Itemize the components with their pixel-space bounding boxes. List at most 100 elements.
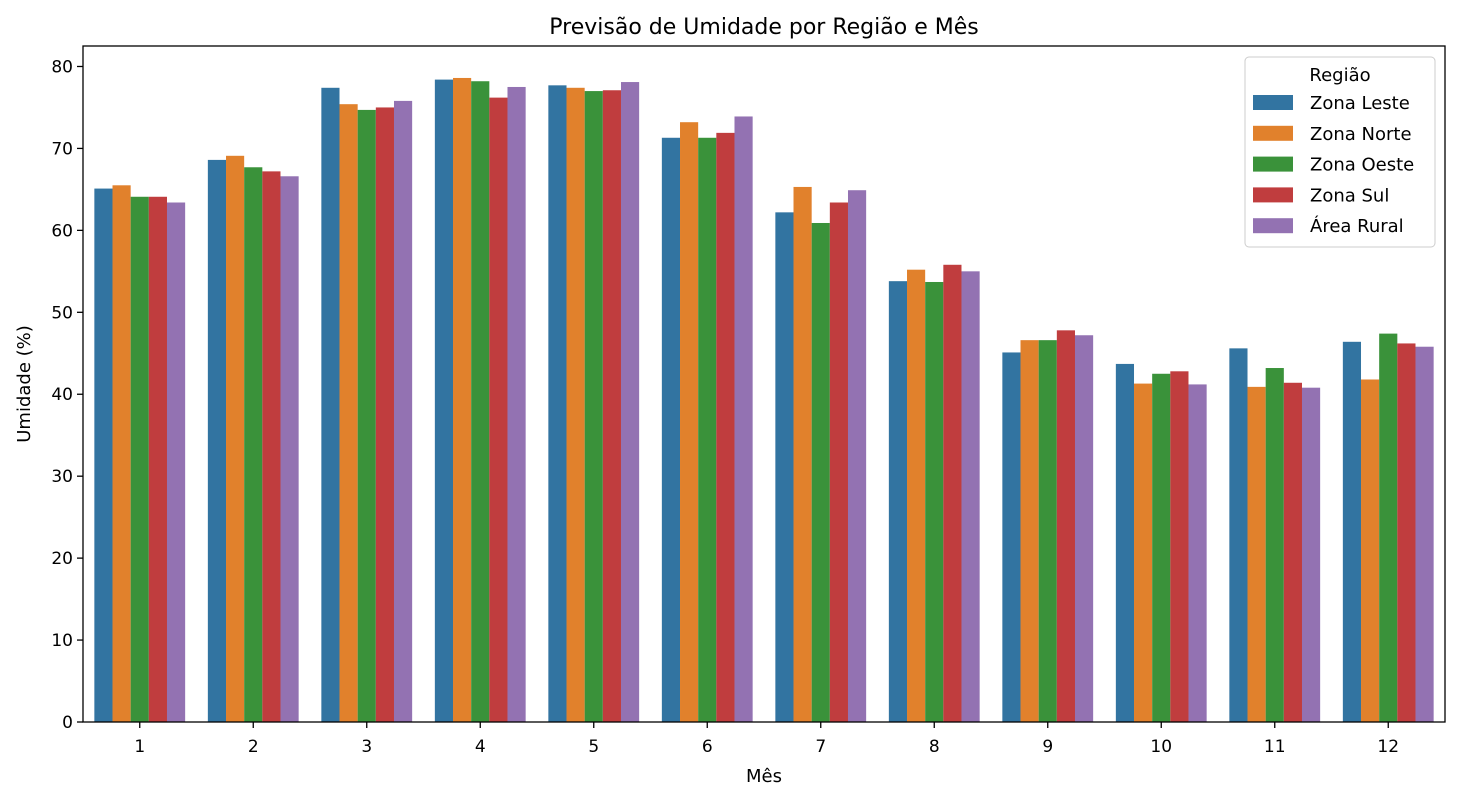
bar: [1397, 343, 1416, 722]
x-tick-label: 4: [475, 737, 486, 757]
bar: [1283, 382, 1302, 722]
bar: [166, 202, 186, 722]
bars-layer: [94, 77, 1434, 723]
bar: [1020, 340, 1039, 722]
bar: [1265, 368, 1284, 722]
y-tick-label: 60: [51, 221, 73, 241]
legend-entry: Zona Leste: [1310, 93, 1410, 114]
bar: [716, 132, 735, 723]
legend-swatch: [1253, 218, 1293, 234]
bar: [375, 107, 394, 722]
legend-swatch: [1253, 156, 1293, 172]
series--rea-rural: [166, 82, 1434, 723]
x-tick-label: 6: [702, 737, 713, 757]
bar: [566, 87, 585, 723]
chart-title: Previsão de Umidade por Região e Mês: [549, 15, 978, 40]
bar: [112, 185, 131, 723]
legend-entry: Área Rural: [1310, 215, 1404, 237]
y-tick-label: 40: [51, 385, 73, 405]
y-axis-label: Umidade (%): [14, 325, 35, 443]
bar: [1002, 352, 1021, 722]
bar: [584, 91, 603, 722]
bar: [207, 159, 227, 722]
y-tick-label: 30: [51, 467, 73, 487]
x-tick-label: 7: [815, 737, 826, 757]
series-zona-leste: [94, 79, 1362, 723]
legend: Região Zona Leste Zona Norte Zona Oeste Zona…: [1244, 56, 1436, 248]
legend-title: Região: [1309, 65, 1370, 86]
x-tick-label: 9: [1042, 737, 1053, 757]
bar: [680, 122, 699, 722]
bar: [339, 104, 358, 723]
series-zona-oeste: [130, 81, 1398, 723]
bar: [130, 196, 149, 722]
bar: [1188, 384, 1207, 722]
y-tick-label: 50: [51, 303, 73, 323]
y-tick-label: 10: [51, 631, 73, 651]
bar: [775, 212, 794, 722]
bar: [907, 269, 926, 722]
bar: [698, 137, 717, 722]
bar: [393, 100, 413, 722]
y-tick-label: 0: [62, 713, 73, 733]
x-tick-label: 2: [248, 737, 259, 757]
bar: [829, 202, 848, 722]
legend-entry: Zona Oeste: [1310, 155, 1414, 176]
bar: [793, 186, 812, 722]
x-tick-label: 10: [1150, 737, 1172, 757]
bar: [1134, 383, 1153, 722]
bar: [734, 116, 753, 723]
bar: [280, 176, 299, 722]
bar: [620, 82, 640, 723]
plot-frame: [82, 45, 1446, 723]
bar: [226, 155, 245, 723]
y-tick-label: 70: [51, 139, 73, 159]
bar: [321, 87, 340, 723]
bar: [434, 79, 454, 723]
bar: [811, 222, 830, 723]
y-tick-label: 80: [51, 57, 73, 77]
bar: [244, 167, 263, 722]
bar: [1170, 371, 1189, 722]
x-tick-label: 11: [1264, 737, 1286, 757]
bar: [943, 264, 962, 722]
legend-swatch: [1253, 187, 1293, 203]
bar: [1038, 340, 1057, 722]
bar: [94, 188, 113, 722]
bar: [357, 109, 376, 722]
bar: [262, 171, 281, 722]
bar: [847, 190, 867, 722]
bar: [1379, 333, 1398, 722]
x-tick-label: 5: [588, 737, 599, 757]
y-tick-label: 20: [51, 549, 73, 569]
bar: [1152, 373, 1171, 722]
series-zona-sul: [148, 90, 1416, 723]
bar: [471, 81, 490, 723]
bar: [888, 281, 908, 722]
series-zona-norte: [112, 77, 1380, 723]
x-tick-label: 3: [361, 737, 372, 757]
x-tick-label: 1: [134, 737, 145, 757]
bar: [148, 196, 167, 722]
bar: [661, 137, 681, 722]
bar: [548, 85, 567, 722]
bar: [1229, 348, 1248, 722]
x-axis-label: Mês: [746, 766, 782, 787]
bar: [1115, 363, 1135, 722]
bar: [1361, 379, 1380, 722]
bar: [489, 97, 508, 723]
legend-entry: Zona Sul: [1310, 185, 1389, 206]
bar: [1342, 341, 1362, 722]
bar: [453, 77, 472, 722]
legend-swatch: [1253, 95, 1293, 110]
legend-swatch: [1253, 125, 1293, 141]
bar: [1074, 335, 1094, 722]
x-tick-label: 12: [1377, 737, 1399, 757]
bar: [1415, 346, 1434, 722]
bar: [925, 281, 944, 722]
bar: [1247, 386, 1266, 722]
legend-entry: Zona Norte: [1310, 124, 1412, 145]
